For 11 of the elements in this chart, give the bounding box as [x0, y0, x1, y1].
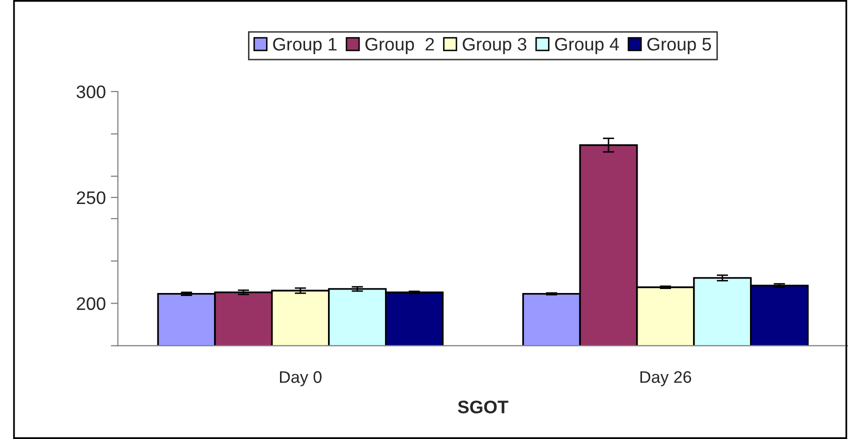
legend-label: Group 1 — [273, 38, 337, 54]
x-tick-label: Day 0 — [280, 371, 322, 386]
legend-label: Group 5 — [647, 38, 711, 54]
legend-label: Group 3 — [462, 38, 526, 54]
y-tick-label: 300 — [76, 85, 106, 98]
y-tick-label: 200 — [76, 297, 106, 310]
x-tick-label: Day 26 — [640, 371, 692, 386]
x-axis-title: SGOT — [458, 400, 508, 414]
y-tick-label: 250 — [76, 191, 106, 204]
legend-label: Group 4 — [555, 38, 619, 54]
legend-label: Group 2 — [365, 38, 434, 54]
